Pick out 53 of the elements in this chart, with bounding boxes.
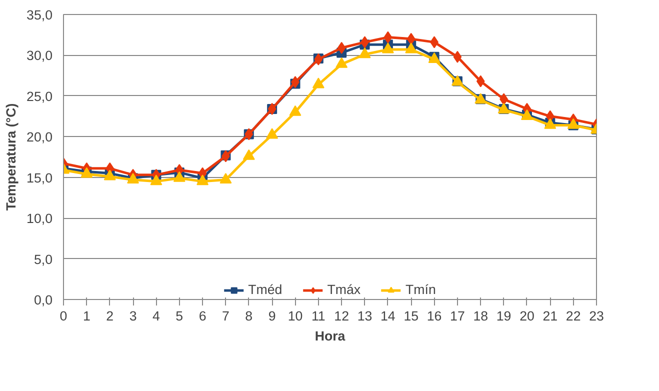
x-tick-label: 17	[450, 308, 465, 324]
x-tick-label: 7	[222, 308, 230, 324]
point	[242, 149, 255, 160]
x-tick-label: 13	[357, 308, 372, 324]
point	[312, 78, 324, 88]
legend-label: Tméd	[248, 282, 282, 297]
x-tick-label: 6	[198, 308, 206, 324]
x-tick-label: 2	[106, 308, 114, 324]
point	[336, 57, 348, 68]
x-tick-label: 20	[520, 308, 534, 324]
legend-label: Tmín	[406, 282, 436, 297]
point	[173, 171, 186, 182]
x-tick-label: 5	[176, 308, 184, 324]
point	[358, 48, 371, 58]
x-tick-label: 0	[60, 308, 68, 324]
y-tick-label: 30,0	[26, 48, 53, 64]
x-tick-label: 8	[245, 308, 253, 324]
y-tick-label: 20,0	[26, 130, 53, 145]
y-tick-label: 35,0	[26, 8, 53, 22]
x-tick-label: 22	[566, 308, 581, 324]
x-tick-label: 1	[82, 308, 90, 324]
point	[382, 42, 394, 54]
y-tick-label: 0,0	[34, 292, 53, 308]
x-tick-label: 23	[589, 308, 604, 324]
point	[384, 31, 392, 44]
x-tick-label: 11	[311, 308, 326, 324]
y-tick-label: 15,0	[26, 170, 53, 186]
point	[289, 105, 302, 116]
legend-label: Tmáx	[327, 282, 361, 297]
point	[406, 32, 416, 45]
x-tick-label: 4	[152, 308, 160, 324]
y-tick-label: 5,0	[34, 252, 53, 267]
x-tick-label: 16	[426, 308, 442, 324]
point	[150, 174, 162, 186]
y-tick-label: 10,0	[26, 211, 53, 226]
point	[337, 42, 346, 54]
x-tick-label: 3	[129, 308, 137, 324]
x-tick-label: 10	[288, 308, 303, 324]
point	[220, 172, 232, 184]
point	[405, 42, 418, 54]
x-tick-label: 15	[404, 308, 419, 324]
y-tick-label: 25,0	[26, 88, 53, 104]
x-tick-label: 18	[473, 308, 488, 324]
x-tick-label: 12	[334, 308, 350, 324]
y-axis-title: Temperatura (°C)	[4, 103, 19, 211]
x-tick-label: 21	[542, 308, 558, 324]
x-tick-label: 19	[496, 308, 512, 324]
point	[453, 50, 462, 63]
point	[476, 75, 485, 88]
x-tick-label: 14	[380, 308, 396, 324]
x-axis-title: Hora	[314, 328, 346, 344]
point	[266, 128, 278, 139]
x-tick-label: 9	[268, 308, 276, 324]
